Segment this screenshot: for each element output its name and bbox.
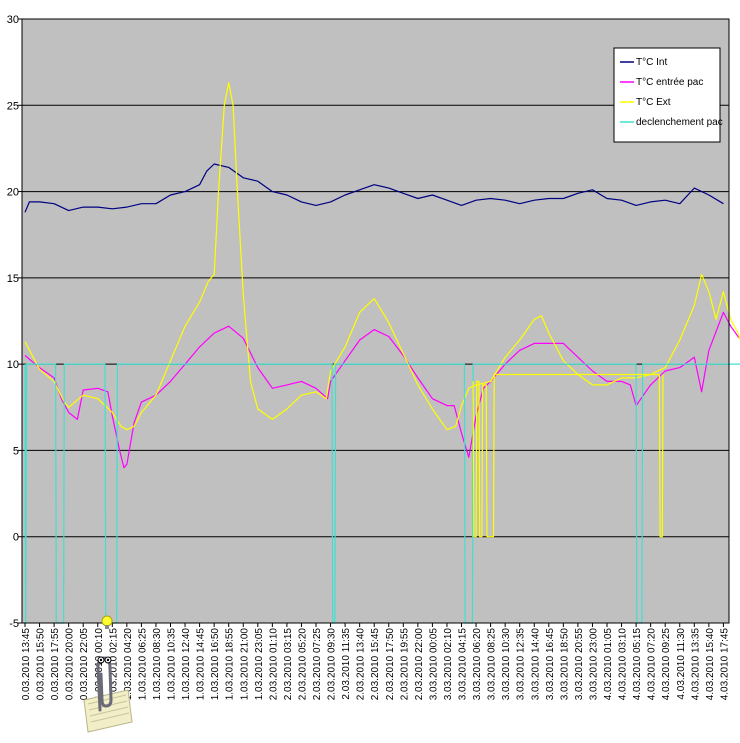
y-tick-label: 20 <box>7 187 19 199</box>
legend-label: T°C entrée pac <box>636 77 703 88</box>
series-line-0 <box>24 163 724 213</box>
x-tick-label: 3.03.2010 20:55 <box>574 628 585 701</box>
series-line-2 <box>24 82 740 431</box>
x-tick-label: 2.03.2010 17:50 <box>385 628 396 701</box>
x-tick-label: 0.03.2010 20:00 <box>65 628 76 701</box>
y-tick-label: 0 <box>13 532 19 544</box>
y-tick-label: -5 <box>9 618 19 630</box>
x-tick-label: 2.03.2010 05:20 <box>297 628 308 701</box>
x-tick-label: 2.03.2010 03:15 <box>283 628 294 701</box>
x-tick-label: 4.03.2010 05:15 <box>632 628 643 701</box>
y-tick-label: 15 <box>7 273 19 285</box>
x-tick-label: 1.03.2010 06:25 <box>137 628 148 701</box>
series-line-1 <box>24 311 740 469</box>
x-tick-label: 4.03.2010 11:30 <box>676 628 687 700</box>
x-axis: 0.03.2010 13:45 0.03.2010 15:50 0.03.2010 … <box>21 623 730 700</box>
x-tick-label: 3.03.2010 18:50 <box>559 628 570 701</box>
y-tick-label: 25 <box>7 100 19 112</box>
x-tick-label: 0.03.2010 15:50 <box>36 628 47 701</box>
x-tick-label: 4.03.2010 03:10 <box>618 628 629 701</box>
x-tick-label: 3.03.2010 14:40 <box>530 628 541 701</box>
x-tick-label: 4.03.2010 13:35 <box>690 628 701 701</box>
x-tick-label: 4.03.2010 09:25 <box>661 628 672 701</box>
x-tick-label: 0.03.2010 22:05 <box>79 628 90 701</box>
x-tick-label: 3.03.2010 04:15 <box>458 628 469 701</box>
office-assistant-icon[interactable] <box>83 656 133 733</box>
x-tick-label: 2.03.2010 13:40 <box>356 628 367 701</box>
x-tick-label: 1.03.2010 02:15 <box>108 628 119 701</box>
legend-box <box>613 47 721 143</box>
x-tick-label: 3.03.2010 00:05 <box>428 628 439 701</box>
x-tick-label: 1.03.2010 14:45 <box>196 628 207 701</box>
y-tick-label: 10 <box>7 359 19 371</box>
x-tick-label: 1.03.2010 12:40 <box>181 628 192 701</box>
x-tick-label: 4.03.2010 17:45 <box>719 628 730 701</box>
x-tick-label: 2.03.2010 22:00 <box>414 628 425 701</box>
x-tick-label: 2.03.2010 19:55 <box>399 628 410 701</box>
x-tick-label: 1.03.2010 16:50 <box>210 628 221 701</box>
legend-label: T°C Int <box>636 57 667 68</box>
x-tick-label: 1.03.2010 04:20 <box>123 628 134 701</box>
legend-label: declenchement pac <box>636 117 723 128</box>
x-tick-label: 1.03.2010 23:05 <box>254 628 265 701</box>
plot-area <box>22 19 729 623</box>
legend-label: T°C Ext <box>636 97 671 108</box>
x-tick-label: 1.03.2010 10:35 <box>167 628 178 701</box>
x-tick-label: 3.03.2010 23:00 <box>588 628 599 701</box>
x-tick-label: 1.03.2010 18:55 <box>225 628 236 701</box>
x-tick-label: 2.03.2010 11:35 <box>341 628 352 700</box>
x-tick-label: 2.03.2010 09:30 <box>327 628 338 701</box>
series-line-4 <box>472 373 664 538</box>
x-tick-label: 2.03.2010 15:45 <box>370 628 381 701</box>
y-tick-label: 30 <box>7 14 19 26</box>
x-tick-label: 2.03.2010 01:10 <box>268 628 279 701</box>
x-tick-label: 3.03.2010 02:10 <box>443 628 454 701</box>
x-tick-label: 0.03.2010 13:45 <box>21 628 32 701</box>
x-tick-label: 3.03.2010 12:35 <box>516 628 527 701</box>
x-tick-label: 4.03.2010 01:05 <box>603 628 614 701</box>
x-tick-label: 1.03.2010 21:00 <box>239 628 250 701</box>
x-tick-label: 1.03.2010 08:30 <box>152 628 163 701</box>
y-axis: -5 0 5 10 15 20 25 30 <box>7 14 22 630</box>
x-tick-label: 2.03.2010 07:25 <box>312 628 323 701</box>
x-tick-label: 3.03.2010 10:30 <box>501 628 512 701</box>
x-tick-label: 3.03.2010 06:20 <box>472 628 483 701</box>
series-line-3 <box>24 363 740 624</box>
legend: T°C Int T°C entrée pac T°C Ext declenchemen… <box>613 47 723 143</box>
x-tick-label: 3.03.2010 16:45 <box>545 628 556 701</box>
x-tick-label: 3.03.2010 08:25 <box>487 628 498 701</box>
x-tick-label: 4.03.2010 15:40 <box>705 628 716 701</box>
y-tick-label: 5 <box>13 445 19 457</box>
lightbulb-icon[interactable] <box>101 615 113 629</box>
plot-border <box>21 18 730 624</box>
series-group <box>24 82 740 624</box>
x-tick-label: 4.03.2010 07:20 <box>647 628 658 701</box>
x-tick-label: 0.03.2010 17:55 <box>50 628 61 701</box>
